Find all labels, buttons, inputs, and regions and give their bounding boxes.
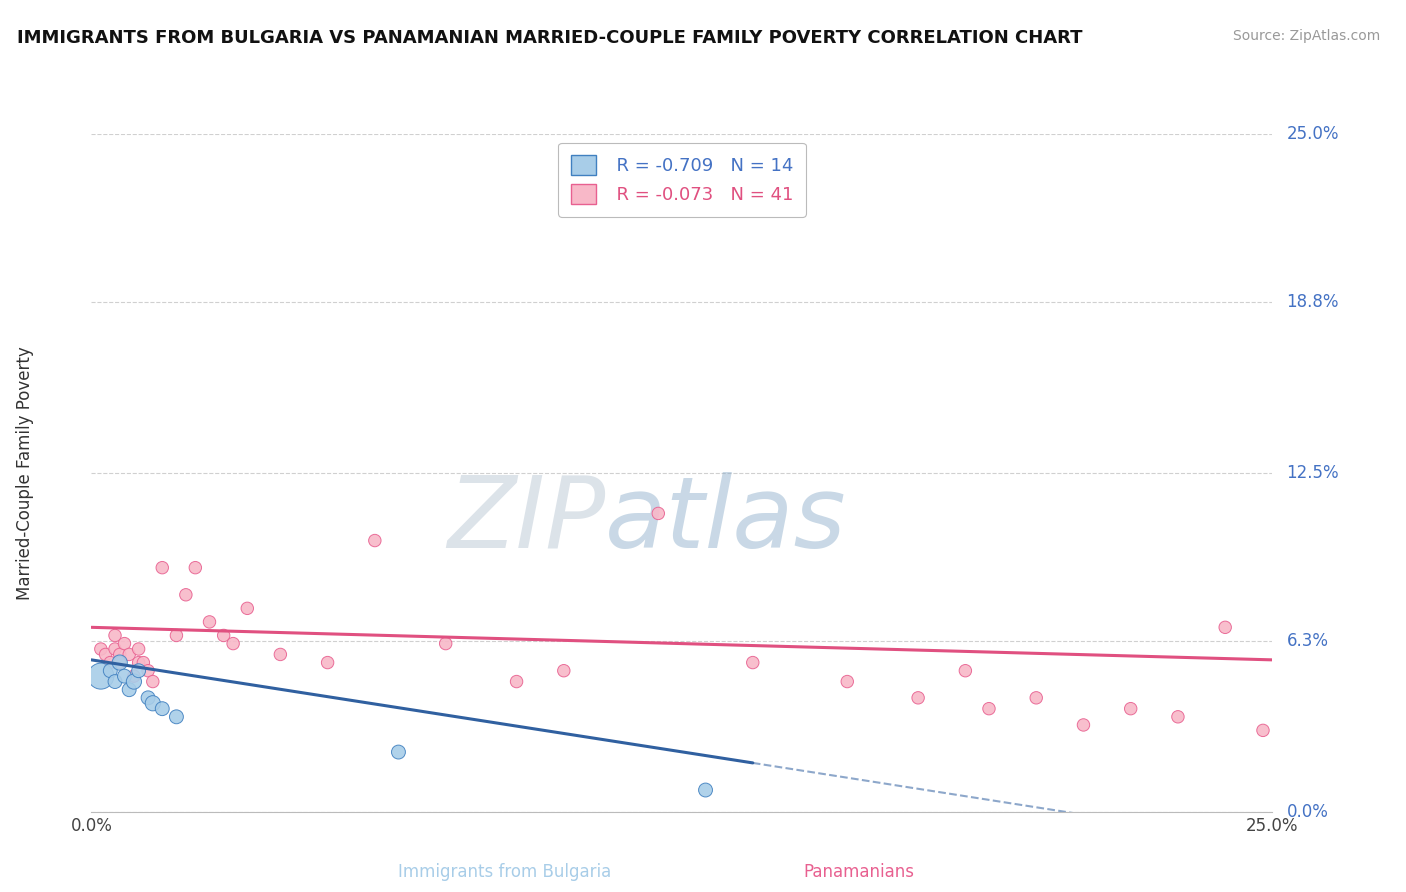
Text: atlas: atlas	[605, 472, 846, 569]
Point	[122, 669, 145, 683]
Point	[165, 710, 187, 724]
Point	[114, 637, 136, 651]
Text: Immigrants from Bulgaria: Immigrants from Bulgaria	[398, 863, 612, 880]
Point	[128, 656, 150, 670]
Point	[128, 664, 150, 678]
Point	[212, 628, 235, 642]
Text: 25.0%: 25.0%	[1286, 125, 1339, 143]
Point	[837, 674, 859, 689]
Point	[122, 674, 145, 689]
Point	[174, 588, 197, 602]
Point	[955, 664, 977, 678]
Point	[505, 674, 527, 689]
Point	[222, 637, 245, 651]
Point	[1119, 701, 1142, 715]
Point	[104, 674, 127, 689]
Point	[1073, 718, 1095, 732]
Text: 6.3%: 6.3%	[1286, 632, 1329, 650]
Point	[98, 656, 121, 670]
Point	[94, 648, 117, 662]
Point	[104, 642, 127, 657]
Point	[118, 682, 141, 697]
Point	[236, 601, 259, 615]
Text: ZIP: ZIP	[447, 472, 605, 569]
Point	[108, 656, 131, 670]
Legend:   R = -0.709   N = 14,   R = -0.073   N = 41: R = -0.709 N = 14, R = -0.073 N = 41	[558, 143, 806, 217]
Point	[136, 664, 159, 678]
Point	[184, 560, 207, 574]
Point	[132, 656, 155, 670]
Point	[364, 533, 387, 548]
Point	[104, 628, 127, 642]
Point	[977, 701, 1000, 715]
Point	[108, 648, 131, 662]
Point	[1025, 690, 1047, 705]
Point	[741, 656, 763, 670]
Text: Source: ZipAtlas.com: Source: ZipAtlas.com	[1233, 29, 1381, 43]
Point	[269, 648, 291, 662]
Point	[198, 615, 221, 629]
Point	[118, 648, 141, 662]
Point	[553, 664, 575, 678]
Point	[142, 696, 165, 710]
Point	[647, 507, 669, 521]
Point	[150, 701, 173, 715]
Text: 12.5%: 12.5%	[1286, 464, 1340, 482]
Text: 18.8%: 18.8%	[1286, 293, 1339, 311]
Text: IMMIGRANTS FROM BULGARIA VS PANAMANIAN MARRIED-COUPLE FAMILY POVERTY CORRELATION: IMMIGRANTS FROM BULGARIA VS PANAMANIAN M…	[17, 29, 1083, 46]
Point	[90, 642, 112, 657]
Text: Panamanians: Panamanians	[804, 863, 914, 880]
Point	[150, 560, 173, 574]
Point	[128, 642, 150, 657]
Point	[165, 628, 187, 642]
Point	[90, 669, 112, 683]
Point	[1213, 620, 1236, 634]
Text: 0.0%: 0.0%	[1286, 803, 1329, 821]
Point	[387, 745, 409, 759]
Text: Married-Couple Family Poverty: Married-Couple Family Poverty	[17, 346, 34, 599]
Point	[695, 783, 717, 797]
Point	[1167, 710, 1189, 724]
Point	[136, 690, 159, 705]
Point	[142, 674, 165, 689]
Point	[316, 656, 339, 670]
Point	[1251, 723, 1274, 738]
Point	[108, 656, 131, 670]
Point	[114, 669, 136, 683]
Point	[98, 664, 121, 678]
Point	[907, 690, 929, 705]
Point	[434, 637, 457, 651]
